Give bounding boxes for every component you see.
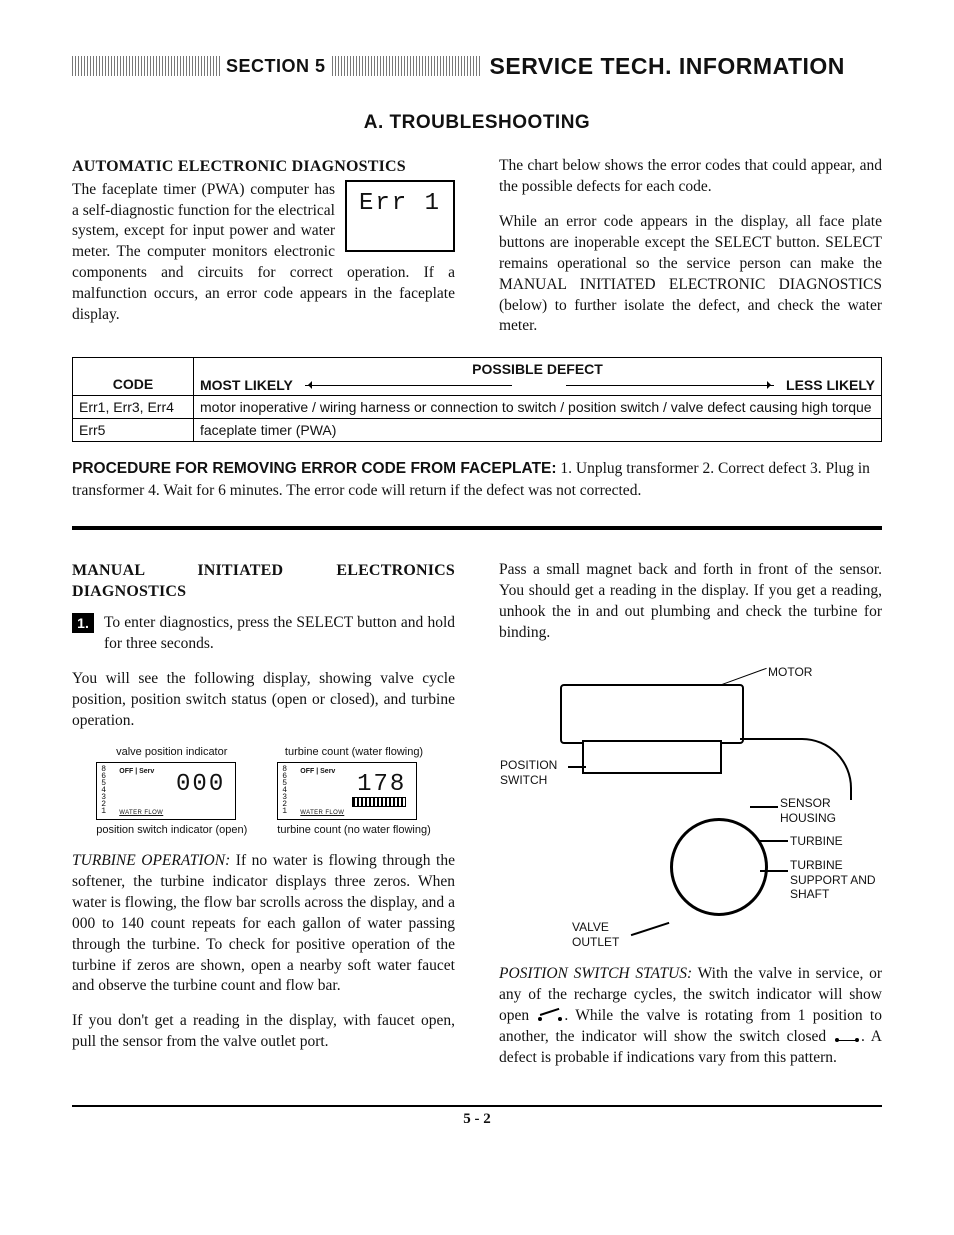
caption-pos-switch: position switch indicator (open)	[96, 824, 247, 837]
lcd-box-right: 8654321 OFF | Serv 178 WATER FLOW	[277, 762, 417, 820]
caption-valve-pos: valve position indicator	[96, 746, 247, 759]
page: SECTION 5 SERVICE TECH. INFORMATION A. T…	[0, 0, 954, 1168]
table-row: Err1, Err3, Err4 motor inoperative / wir…	[73, 396, 882, 419]
lead-line	[750, 806, 778, 808]
table-cell-code: Err5	[73, 419, 194, 442]
page-title: A. TROUBLESHOOTING	[72, 112, 882, 134]
lcd-waterflow-label: WATER FLOW	[119, 809, 163, 817]
intro-left-col: AUTOMATIC ELECTRONIC DIAGNOSTICS Err 1 T…	[72, 156, 455, 337]
pos-switch-status-heading: POSITION SWITCH STATUS:	[499, 965, 692, 982]
procedure-lead: PROCEDURE FOR REMOVING ERROR CODE FROM F…	[72, 460, 557, 477]
intro-right-p2: While an error code appears in the displ…	[499, 212, 882, 338]
defect-table-code-header: CODE	[73, 358, 194, 396]
switch-open-icon	[538, 1012, 562, 1022]
table-row: Err5 faceplate timer (PWA)	[73, 419, 882, 442]
header-bar: SECTION 5 SERVICE TECH. INFORMATION	[72, 54, 882, 78]
motor-box-icon	[560, 684, 744, 744]
arrow-left-icon	[305, 385, 513, 386]
turbine-operation-block: TURBINE OPERATION: If no water is flowin…	[72, 851, 455, 997]
defect-table: CODE POSSIBLE DEFECT MOST LIKELY LESS LI…	[72, 357, 882, 442]
intro-right-col: The chart below shows the error codes th…	[499, 156, 882, 337]
table-cell-defect: faceplate timer (PWA)	[194, 419, 882, 442]
display-panel-left: valve position indicator 8654321 OFF | S…	[96, 746, 247, 837]
turbine-op-heading: TURBINE OPERATION:	[72, 852, 230, 869]
intro-columns: AUTOMATIC ELECTRONIC DIAGNOSTICS Err 1 T…	[72, 156, 882, 337]
section-divider	[72, 526, 882, 530]
hatch-left	[72, 56, 220, 76]
caption-turbine-count: turbine count (water flowing)	[277, 746, 430, 759]
switch-closed-icon	[835, 1033, 859, 1043]
magnet-text: Pass a small magnet back and forth in fr…	[499, 560, 882, 644]
following-display-text: You will see the following display, show…	[72, 669, 455, 732]
section-label: SECTION 5	[220, 56, 332, 77]
valve-outlet-label: VALVEOUTLET	[572, 920, 619, 949]
lcd-scale-icon: 8654321	[282, 766, 287, 815]
position-switch-status-block: POSITION SWITCH STATUS: With the valve i…	[499, 964, 882, 1069]
less-likely-label: LESS LIKELY	[786, 377, 875, 393]
turbine-op-body2: If you don't get a reading in the displa…	[72, 1011, 455, 1053]
defect-table-likely-row: MOST LIKELY LESS LIKELY	[194, 377, 882, 396]
lcd-scale-icon: 8654321	[101, 766, 106, 815]
procedure-note: PROCEDURE FOR REMOVING ERROR CODE FROM F…	[72, 458, 882, 501]
error-display-box: Err 1	[345, 180, 455, 252]
cord-icon	[740, 738, 852, 800]
lcd-flow-bar-icon	[352, 797, 406, 807]
lower-left-col: MANUAL INITIATED ELECTRONICS DIAGNOSTICS…	[72, 560, 455, 1069]
lead-line	[758, 840, 788, 842]
display-figure: valve position indicator 8654321 OFF | S…	[72, 746, 455, 837]
turbine-label: TURBINE	[790, 833, 843, 849]
lcd-serv-label: OFF | Serv	[119, 767, 154, 776]
lower-columns: MANUAL INITIATED ELECTRONICS DIAGNOSTICS…	[72, 560, 882, 1069]
defect-table-possible-header: POSSIBLE DEFECT	[194, 358, 882, 378]
lower-right-col: Pass a small magnet back and forth in fr…	[499, 560, 882, 1069]
intro-right-p1: The chart below shows the error codes th…	[499, 156, 882, 198]
table-cell-defect: motor inoperative / wiring harness or co…	[194, 396, 882, 419]
sensor-housing-label: SENSORHOUSING	[780, 796, 836, 825]
lcd-digits-left: 000	[176, 769, 225, 801]
hatch-right	[332, 56, 480, 76]
manual-diag-heading: MANUAL INITIATED ELECTRONICS DIAGNOSTICS	[72, 560, 455, 603]
most-likely-label: MOST LIKELY	[200, 377, 293, 393]
lead-line	[631, 922, 670, 936]
assembly-figure: MOTOR POSITIONSWITCH SENSORHOUSING TURBI…	[499, 657, 882, 964]
display-panel-right: turbine count (water flowing) 8654321 OF…	[277, 746, 430, 837]
position-switch-label: POSITIONSWITCH	[500, 758, 557, 787]
lead-line	[568, 766, 586, 768]
caption-turbine-nowater: turbine count (no water flowing)	[277, 824, 430, 837]
table-cell-code: Err1, Err3, Err4	[73, 396, 194, 419]
lcd-waterflow-label: WATER FLOW	[300, 809, 344, 817]
lead-line	[721, 668, 766, 685]
lcd-serv-label: OFF | Serv	[300, 767, 335, 776]
lcd-box-left: 8654321 OFF | Serv 000 WATER FLOW	[96, 762, 236, 820]
step-1-text: To enter diagnostics, press the SELECT b…	[104, 613, 455, 655]
arrow-right-icon	[566, 385, 774, 386]
turbine-support-label: TURBINESUPPORT ANDSHAFT	[790, 858, 890, 901]
auto-diag-heading: AUTOMATIC ELECTRONIC DIAGNOSTICS	[72, 156, 455, 178]
valve-circle-icon	[670, 818, 768, 916]
step-1-row: 1. To enter diagnostics, press the SELEC…	[72, 613, 455, 655]
service-title: SERVICE TECH. INFORMATION	[490, 53, 845, 80]
motor-label: MOTOR	[768, 664, 812, 680]
body-block-icon	[582, 740, 722, 774]
turbine-op-body: If no water is flowing through the softe…	[72, 852, 455, 995]
step-1-badge: 1.	[72, 613, 94, 633]
page-footer: 5 - 2	[72, 1105, 882, 1128]
